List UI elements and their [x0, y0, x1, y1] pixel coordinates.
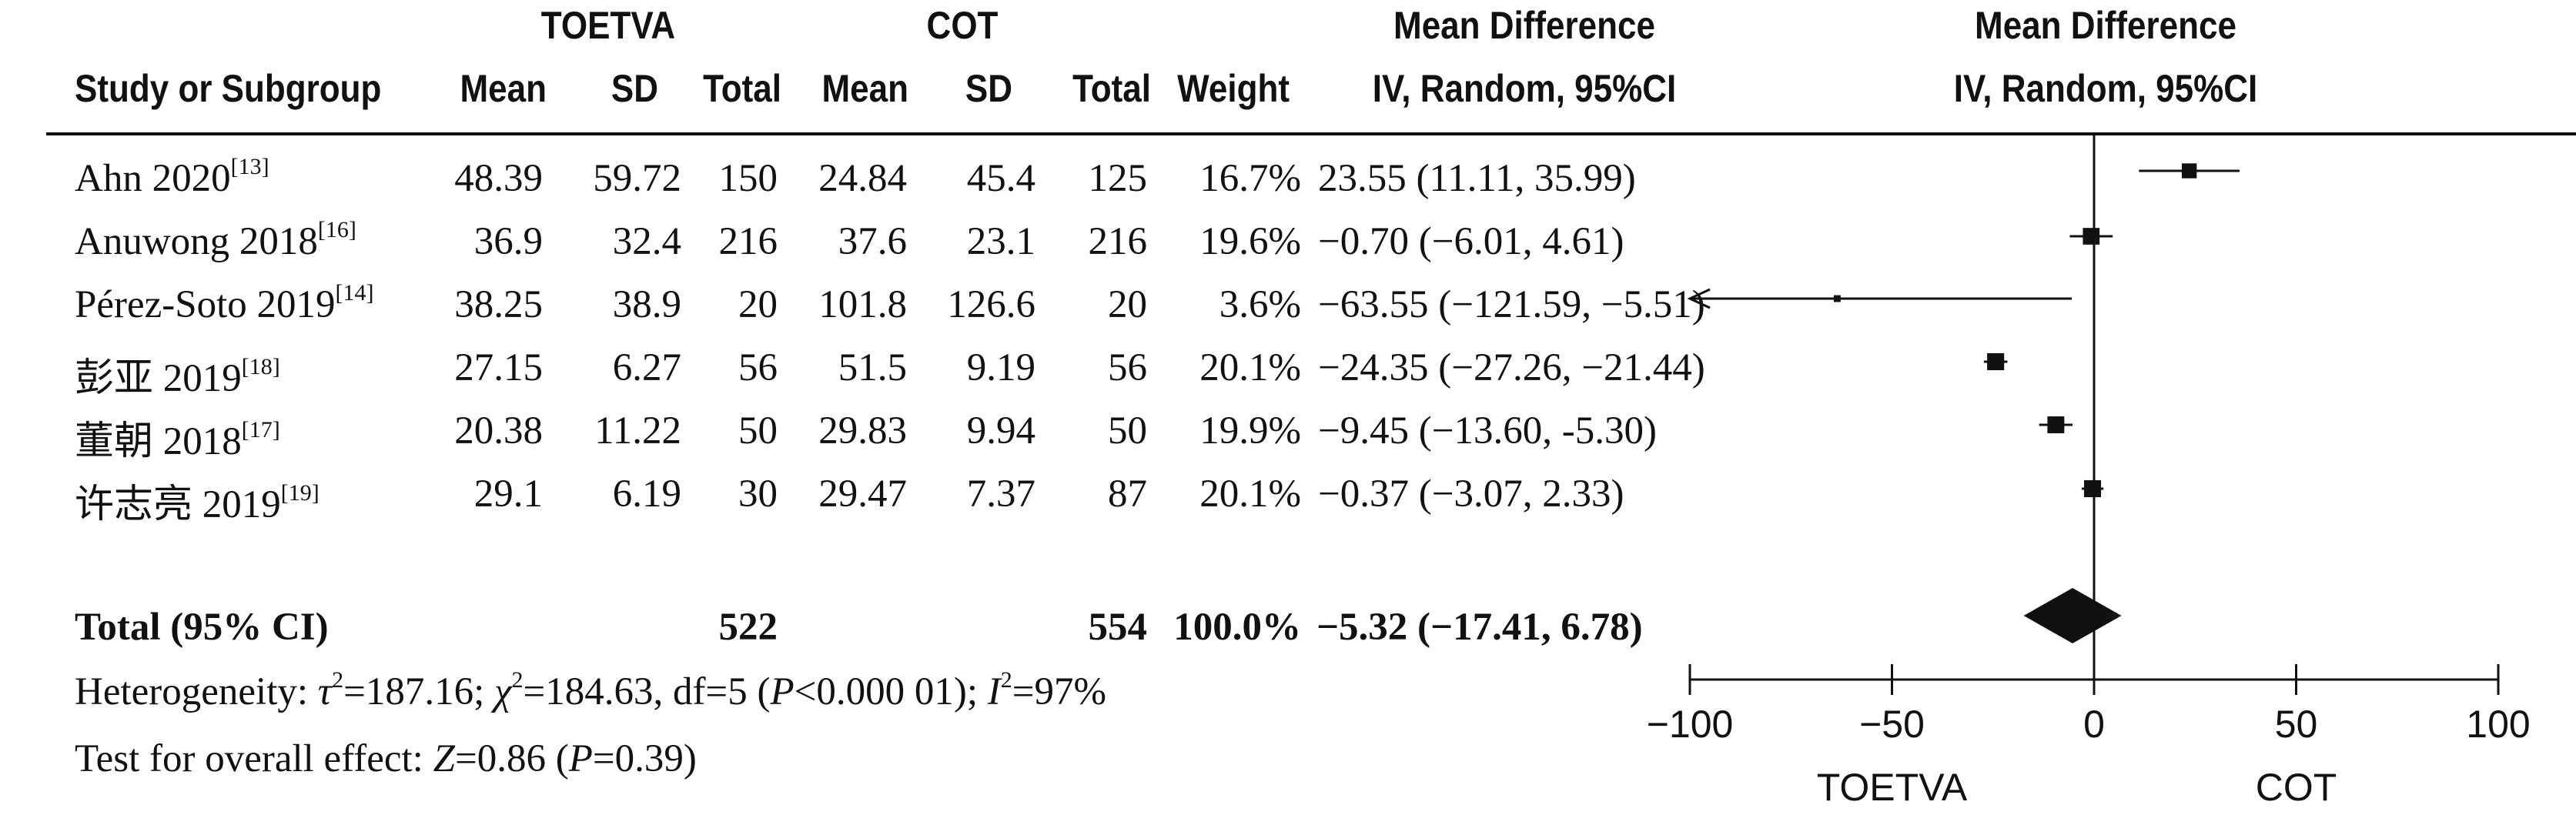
effect-square [2084, 479, 2102, 498]
study-ci: −0.37 (−3.07, 2.33) [1318, 473, 1624, 516]
header-plot-md-method: IV, Random, 95%CI [1953, 67, 2258, 110]
study-total2: 20 [1108, 283, 1147, 326]
header-mean-1: Mean [460, 67, 547, 110]
header-total-1: Total [703, 67, 781, 110]
header-mean-difference: Mean Difference [1393, 4, 1655, 47]
total-weight: 100.0% [1173, 606, 1301, 649]
study-sd2: 23.1 [966, 220, 1035, 263]
header-sd-2: SD [965, 67, 1012, 110]
header-plot-mean-difference: Mean Difference [1975, 4, 2236, 47]
study-total1: 20 [738, 283, 778, 326]
study-weight: 16.7% [1199, 157, 1301, 200]
total-n-cot: 554 [1088, 606, 1148, 649]
ci-arrow [1687, 288, 1711, 309]
pooled-diamond [2023, 588, 2122, 643]
heterogeneity-line: Heterogeneity: τ2=187.16; χ2=184.63, df=… [75, 667, 1106, 714]
x-tick-label: −100 [1647, 703, 1734, 746]
study-mean1: 36.9 [473, 220, 543, 263]
study-total1: 50 [738, 409, 778, 453]
study-total1: 216 [718, 220, 778, 263]
study-mean1: 20.38 [454, 409, 543, 453]
header-md-method: IV, Random, 95%CI [1372, 67, 1677, 110]
x-tick-label: 100 [2466, 703, 2530, 746]
favours-right-label: COT [2256, 766, 2337, 809]
study-sd1: 32.4 [612, 220, 681, 263]
total-n-toetva: 522 [718, 606, 778, 649]
study-name: 许志亮 2019[19] [75, 480, 319, 527]
study-sd2: 7.37 [966, 473, 1035, 516]
study-sd1: 6.27 [612, 346, 681, 389]
study-sd2: 9.94 [966, 409, 1035, 453]
study-name: Pérez-Soto 2019[14] [75, 280, 374, 327]
effect-square [2083, 228, 2100, 245]
study-sd2: 45.4 [966, 157, 1035, 200]
study-weight: 3.6% [1219, 283, 1301, 326]
study-sd1: 38.9 [612, 283, 681, 326]
study-total1: 30 [738, 473, 778, 516]
study-sd1: 6.19 [612, 473, 681, 516]
study-mean1: 38.25 [454, 283, 543, 326]
study-mean1: 27.15 [454, 346, 543, 389]
header-toetva: TOETVA [540, 4, 676, 47]
total-label: Total (95% CI) [75, 606, 329, 649]
study-total2: 50 [1108, 409, 1147, 453]
overall-effect-line: Test for overall effect: Z=0.86 (P=0.39) [75, 737, 697, 780]
study-mean2: 24.84 [818, 157, 907, 200]
study-sd2: 126.6 [947, 283, 1035, 326]
study-weight: 20.1% [1199, 346, 1301, 389]
total-ci: −5.32 (−17.41, 6.78) [1316, 606, 1643, 649]
study-ci: −24.35 (−27.26, −21.44) [1318, 346, 1705, 389]
study-weight: 19.6% [1199, 220, 1301, 263]
header-cot: COT [926, 4, 999, 47]
study-name: Ahn 2020[13] [75, 154, 269, 201]
study-ci: −9.45 (−13.60, -5.30) [1318, 409, 1657, 453]
effect-square [1987, 352, 2005, 371]
study-mean2: 29.47 [818, 473, 907, 516]
header-mean-2: Mean [821, 67, 908, 110]
study-weight: 19.9% [1199, 409, 1301, 453]
study-total2: 216 [1088, 220, 1148, 263]
study-name: Anuwong 2018[16] [75, 217, 356, 264]
study-ci: −0.70 (−6.01, 4.61) [1318, 220, 1624, 263]
study-total2: 56 [1108, 346, 1147, 389]
header-study: Study or Subgroup [75, 67, 382, 110]
study-mean1: 29.1 [473, 473, 543, 516]
study-total1: 56 [738, 346, 778, 389]
x-tick-label: −50 [1859, 703, 1925, 746]
favours-left-label: TOETVA [1817, 766, 1968, 809]
effect-square [2181, 163, 2197, 179]
study-mean1: 48.39 [454, 157, 543, 200]
header-total-2: Total [1072, 67, 1151, 110]
study-weight: 20.1% [1199, 473, 1301, 516]
study-mean2: 51.5 [838, 346, 907, 389]
study-total1: 150 [718, 157, 778, 200]
study-mean2: 101.8 [818, 283, 907, 326]
effect-square [1833, 295, 1841, 302]
study-sd1: 59.72 [593, 157, 681, 200]
header-weight: Weight [1177, 67, 1290, 110]
x-tick-label: 0 [2083, 703, 2105, 746]
study-sd2: 9.19 [966, 346, 1035, 389]
effect-square [2047, 416, 2065, 433]
study-ci: 23.55 (11.11, 35.99) [1318, 157, 1636, 200]
study-ci: −63.55 (−121.59, −5.51) [1318, 283, 1705, 326]
study-name: 董朝 2018[17] [75, 417, 280, 464]
study-total2: 125 [1088, 157, 1148, 200]
study-sd1: 11.22 [594, 409, 681, 453]
x-tick-label: 50 [2275, 703, 2318, 746]
header-rule [46, 132, 2576, 135]
study-total2: 87 [1108, 473, 1147, 516]
header-sd-1: SD [611, 67, 658, 110]
study-mean2: 29.83 [818, 409, 907, 453]
study-mean2: 37.6 [838, 220, 907, 263]
study-name: 彭亚 2019[18] [75, 354, 280, 401]
